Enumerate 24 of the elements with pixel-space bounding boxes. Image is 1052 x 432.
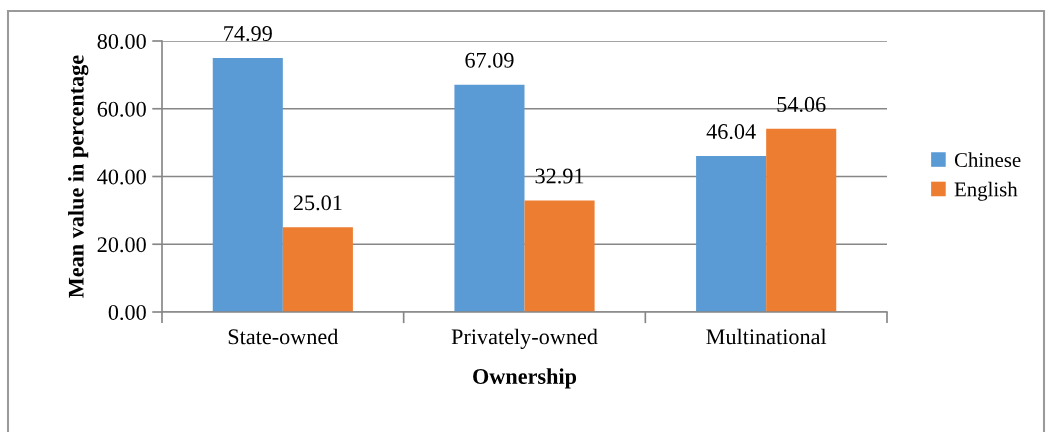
data-label: 67.09 — [465, 52, 514, 68]
bar — [766, 128, 837, 312]
y-tick-label: 20.00 — [97, 237, 146, 253]
y-tick-label: 80.00 — [97, 33, 146, 50]
bar — [282, 227, 353, 312]
x-axis-title: Ownership — [473, 368, 577, 389]
x-tick-label: Privately-owned — [451, 328, 598, 349]
y-tick-label: 0.00 — [108, 304, 146, 321]
data-label: 32.91 — [535, 168, 584, 184]
data-label: 54.06 — [777, 96, 826, 112]
y-tick-label: 40.00 — [97, 169, 146, 185]
bar — [696, 156, 767, 312]
legend-label: English — [954, 181, 1018, 201]
data-label: 46.04 — [706, 124, 756, 140]
y-tick-label: 60.00 — [97, 101, 146, 117]
legend-label: Chinese — [954, 152, 1021, 168]
bar — [524, 200, 595, 312]
x-tick-label: Multinational — [706, 328, 827, 345]
x-tick-label: State-owned — [228, 328, 339, 345]
bar — [454, 84, 525, 312]
data-label: 25.01 — [293, 195, 342, 211]
bar — [212, 57, 283, 312]
y-axis-title: Mean value in percentage — [68, 55, 89, 298]
data-label: 74.99 — [224, 26, 272, 42]
